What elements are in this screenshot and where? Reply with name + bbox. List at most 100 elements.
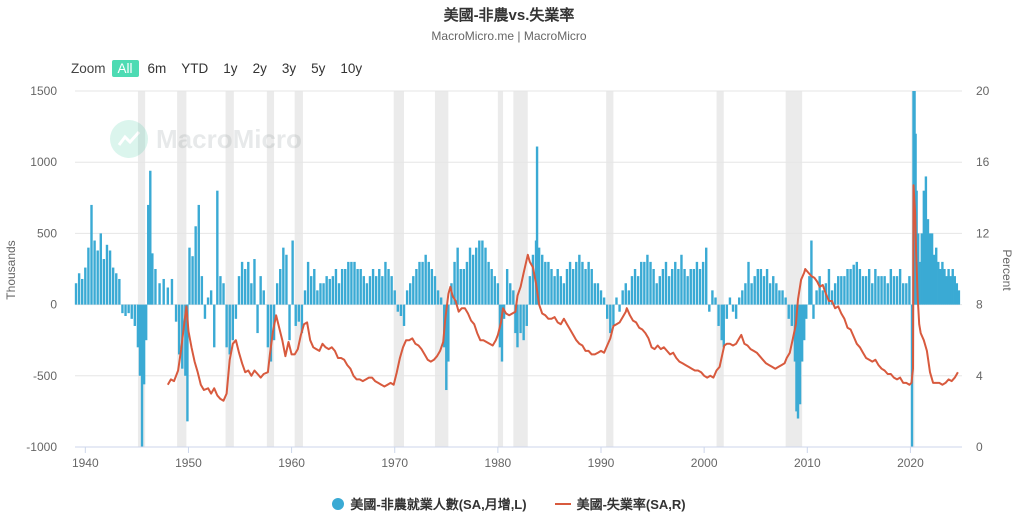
bar[interactable] <box>325 276 328 305</box>
bar[interactable] <box>544 261 547 305</box>
bar[interactable] <box>621 290 624 305</box>
bar[interactable] <box>531 254 535 305</box>
bar[interactable] <box>790 304 794 326</box>
bar[interactable] <box>433 276 437 305</box>
bar[interactable] <box>456 247 459 305</box>
bar[interactable] <box>937 261 940 305</box>
bar[interactable] <box>147 204 150 305</box>
bar[interactable] <box>184 304 187 376</box>
bar[interactable] <box>84 267 87 305</box>
bar[interactable] <box>787 304 790 319</box>
bar[interactable] <box>381 276 384 305</box>
bar[interactable] <box>522 304 525 341</box>
bar[interactable] <box>121 304 124 314</box>
bar[interactable] <box>418 261 421 305</box>
bar[interactable] <box>559 276 562 305</box>
bar[interactable] <box>514 304 517 334</box>
bar[interactable] <box>166 287 170 305</box>
bar[interactable] <box>655 283 658 305</box>
bar[interactable] <box>77 273 81 305</box>
bar[interactable] <box>81 278 84 305</box>
bar[interactable] <box>93 240 96 305</box>
bar[interactable] <box>615 297 618 305</box>
zoom-button-all[interactable]: All <box>111 59 139 77</box>
bar[interactable] <box>571 269 575 305</box>
bar[interactable] <box>162 278 165 305</box>
bar[interactable] <box>765 269 769 305</box>
bar[interactable] <box>618 304 621 312</box>
bar[interactable] <box>409 283 412 305</box>
bar[interactable] <box>957 290 961 305</box>
bar[interactable] <box>253 259 256 305</box>
bar[interactable] <box>496 283 500 305</box>
bar[interactable] <box>768 283 772 305</box>
bar[interactable] <box>151 253 154 305</box>
bar[interactable] <box>840 276 843 305</box>
bar[interactable] <box>105 244 109 305</box>
bar[interactable] <box>537 247 541 305</box>
bar[interactable] <box>867 269 871 305</box>
bar[interactable] <box>447 304 450 362</box>
bar[interactable] <box>738 297 741 305</box>
bar[interactable] <box>427 261 430 305</box>
bar[interactable] <box>698 269 702 305</box>
bar[interactable] <box>916 233 920 305</box>
bar[interactable] <box>519 304 522 334</box>
bar[interactable] <box>932 254 936 305</box>
bar[interactable] <box>306 261 310 305</box>
line-series-unemployment[interactable] <box>166 184 959 402</box>
bar[interactable] <box>378 269 381 305</box>
bar[interactable] <box>674 261 677 305</box>
bar[interactable] <box>133 304 137 326</box>
bar[interactable] <box>812 304 815 319</box>
bar[interactable] <box>186 304 189 422</box>
bar[interactable] <box>855 261 858 305</box>
bar[interactable] <box>708 304 711 312</box>
bar[interactable] <box>905 283 908 305</box>
bar[interactable] <box>852 264 855 305</box>
bar[interactable] <box>108 250 112 305</box>
zoom-button-10y[interactable]: 10y <box>340 60 363 76</box>
bar[interactable] <box>331 276 335 305</box>
bar[interactable] <box>262 290 265 305</box>
bar[interactable] <box>353 261 356 305</box>
bar[interactable] <box>547 261 550 305</box>
bar[interactable] <box>340 269 344 305</box>
bar[interactable] <box>219 276 222 305</box>
bar[interactable] <box>815 290 818 305</box>
bar[interactable] <box>636 276 640 305</box>
bar[interactable] <box>798 304 802 405</box>
bar[interactable] <box>892 276 896 305</box>
bar[interactable] <box>250 283 253 305</box>
bar[interactable] <box>102 259 106 305</box>
bar[interactable] <box>578 254 581 305</box>
bar[interactable] <box>412 276 415 305</box>
bar[interactable] <box>762 276 766 305</box>
bar[interactable] <box>568 261 572 305</box>
bar[interactable] <box>810 240 813 305</box>
bar[interactable] <box>945 276 948 305</box>
bar[interactable] <box>858 269 862 305</box>
bar[interactable] <box>550 269 553 305</box>
bar[interactable] <box>575 261 578 305</box>
bar[interactable] <box>439 297 443 305</box>
bar[interactable] <box>200 276 204 305</box>
bar[interactable] <box>130 304 133 319</box>
bar[interactable] <box>371 269 375 305</box>
bar[interactable] <box>337 283 341 305</box>
bar[interactable] <box>275 283 279 305</box>
bar[interactable] <box>509 283 512 305</box>
bar[interactable] <box>203 304 207 319</box>
bar[interactable] <box>243 269 247 305</box>
bar[interactable] <box>692 269 696 305</box>
legend-item-unemployment[interactable]: 美國-失業率(SA,R) <box>554 494 686 513</box>
bar[interactable] <box>194 226 197 305</box>
bar[interactable] <box>951 269 954 305</box>
bar[interactable] <box>368 276 372 305</box>
bar[interactable] <box>424 254 427 305</box>
bar[interactable] <box>191 256 194 305</box>
bar[interactable] <box>722 304 725 348</box>
bar[interactable] <box>880 276 883 305</box>
bar[interactable] <box>805 304 808 319</box>
bar[interactable] <box>593 283 597 305</box>
